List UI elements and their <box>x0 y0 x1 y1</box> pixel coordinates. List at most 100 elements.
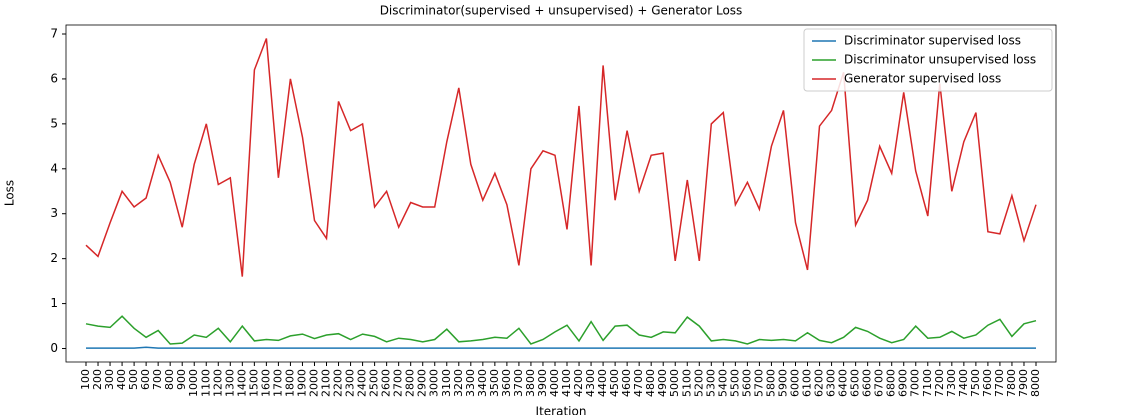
x-tick-label: 4000 <box>548 369 561 397</box>
x-tick-label: 3000 <box>428 369 441 397</box>
y-tick-label: 7 <box>50 26 58 40</box>
y-tick-label: 6 <box>50 71 58 85</box>
x-tick-label: 4100 <box>560 369 573 397</box>
x-tick-label: 7200 <box>933 369 946 397</box>
x-tick-label: 7400 <box>957 369 970 397</box>
x-tick-label: 7700 <box>993 369 1006 397</box>
x-tick-label: 7300 <box>945 369 958 397</box>
x-tick-label: 5300 <box>704 369 717 397</box>
x-tick-label: 6400 <box>837 369 850 397</box>
x-tick-label: 3100 <box>440 369 453 397</box>
x-tick-label: 4500 <box>608 369 621 397</box>
x-tick-label: 1100 <box>199 369 212 397</box>
x-tick-label: 2200 <box>332 369 345 397</box>
x-tick-label: 5100 <box>680 369 693 397</box>
legend-box <box>803 28 1053 92</box>
x-tick-label: 5900 <box>776 369 789 397</box>
x-tick-label: 5000 <box>668 369 681 397</box>
x-tick-label: 4400 <box>596 369 609 397</box>
x-tick-label: 6000 <box>788 369 801 397</box>
chart-title: Discriminator(supervised + unsupervised)… <box>380 4 743 18</box>
x-tick-label: 2000 <box>307 369 320 397</box>
x-tick-label: 7600 <box>981 369 994 397</box>
x-tick-label: 2300 <box>344 369 357 397</box>
x-tick-label: 7500 <box>969 369 982 397</box>
x-tick-label: 1000 <box>187 369 200 397</box>
y-tick-label: 0 <box>50 341 58 355</box>
x-tick-label: 3600 <box>500 369 513 397</box>
x-tick-label: 800 <box>163 369 176 390</box>
x-tick-label: 4800 <box>644 369 657 397</box>
x-tick-label: 3200 <box>452 369 465 397</box>
x-tick-label: 5500 <box>728 369 741 397</box>
x-tick-label: 3400 <box>476 369 489 397</box>
series-line <box>85 315 1037 345</box>
x-tick-label: 200 <box>91 369 104 390</box>
x-tick-label: 2800 <box>404 369 417 397</box>
x-tick-label: 7900 <box>1017 369 1030 397</box>
y-tick-label: 4 <box>50 161 58 175</box>
x-tick-label: 3800 <box>524 369 537 397</box>
x-tick-label: 6700 <box>873 369 886 397</box>
y-tick-label: 5 <box>50 116 58 130</box>
x-tick-label: 3300 <box>464 369 477 397</box>
x-tick-label: 1600 <box>259 369 272 397</box>
x-tick-label: 1900 <box>295 369 308 397</box>
y-axis-label: Loss <box>3 180 17 206</box>
x-tick-label: 1200 <box>211 369 224 397</box>
x-tick-label: 6600 <box>861 369 874 397</box>
x-tick-label: 2600 <box>380 369 393 397</box>
x-tick-label: 3700 <box>512 369 525 397</box>
x-tick-label: 6100 <box>801 369 814 397</box>
x-tick-label: 500 <box>127 369 140 390</box>
x-tick-label: 700 <box>151 369 164 390</box>
x-tick-label: 4300 <box>584 369 597 397</box>
x-tick-label: 4600 <box>620 369 633 397</box>
x-tick-label: 3900 <box>536 369 549 397</box>
x-tick-label: 3500 <box>488 369 501 397</box>
x-tick-label: 5700 <box>752 369 765 397</box>
series-line <box>85 38 1037 277</box>
x-tick-label: 5400 <box>716 369 729 397</box>
x-tick-label: 600 <box>139 369 152 390</box>
x-tick-label: 6500 <box>849 369 862 397</box>
x-tick-label: 5200 <box>692 369 705 397</box>
x-tick-label: 1400 <box>235 369 248 397</box>
x-tick-label: 1300 <box>223 369 236 397</box>
y-tick-label: 1 <box>50 296 58 310</box>
series-line <box>86 346 1036 349</box>
y-tick-label: 2 <box>50 251 58 265</box>
legend-label: Generator supervised loss <box>844 72 1001 86</box>
x-tick-label: 100 <box>79 369 92 390</box>
x-tick-label: 1700 <box>271 369 284 397</box>
x-tick-label: 4700 <box>632 369 645 397</box>
x-tick-label: 900 <box>175 369 188 390</box>
x-tick-label: 6200 <box>813 369 826 397</box>
x-tick-label: 2900 <box>416 369 429 397</box>
x-tick-label: 2100 <box>320 369 333 397</box>
x-tick-label: 1500 <box>247 369 260 397</box>
x-tick-label: 5600 <box>740 369 753 397</box>
x-tick-label: 2500 <box>368 369 381 397</box>
x-tick-label: 2400 <box>356 369 369 397</box>
x-tick-label: 4200 <box>572 369 585 397</box>
x-tick-label: 7800 <box>1005 369 1018 397</box>
legend-label: Discriminator unsupervised loss <box>844 53 1036 67</box>
x-tick-label: 400 <box>115 369 128 390</box>
x-tick-label: 7100 <box>921 369 934 397</box>
x-tick-label: 7000 <box>909 369 922 397</box>
plot-frame <box>65 24 1057 363</box>
x-tick-label: 4900 <box>656 369 669 397</box>
x-tick-label: 1800 <box>283 369 296 397</box>
legend-label: Discriminator supervised loss <box>844 34 1021 48</box>
x-tick-label: 5800 <box>764 369 777 397</box>
x-tick-label: 8000 <box>1029 369 1042 397</box>
x-axis-label: Iteration <box>536 405 587 415</box>
x-tick-label: 300 <box>103 369 116 390</box>
y-tick-label: 3 <box>50 206 58 220</box>
x-tick-label: 6800 <box>885 369 898 397</box>
x-tick-label: 6300 <box>825 369 838 397</box>
x-tick-label: 6900 <box>897 369 910 397</box>
x-tick-label: 2700 <box>392 369 405 397</box>
